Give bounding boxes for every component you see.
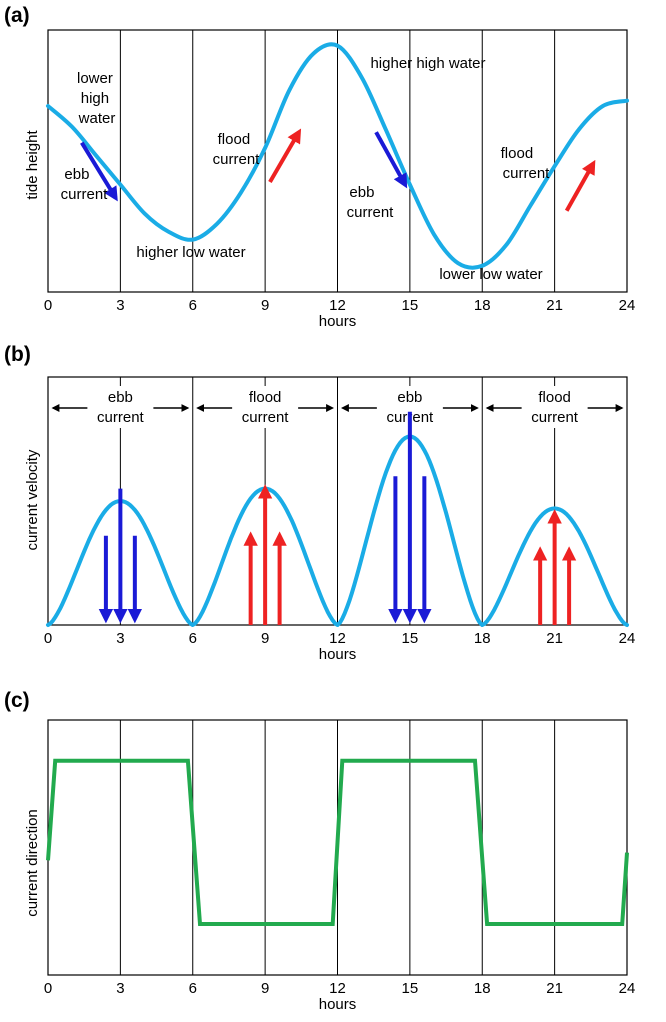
x-tick-label: 12 <box>329 630 346 647</box>
x-tick-label: 21 <box>546 980 563 997</box>
annotation-lower-low-water: lower low water <box>439 266 542 283</box>
y-axis-label-c: current direction <box>24 809 41 917</box>
phase-label: flood <box>538 389 571 406</box>
plot-frame-a <box>47 29 628 293</box>
x-tick-label: 21 <box>546 297 563 314</box>
phase-label: current <box>531 409 579 426</box>
x-tick-label: 0 <box>44 297 52 314</box>
panel-c-current-direction: (c) current direction 0 3 6 9 12 15 18 21 24 hou… <box>4 689 635 1013</box>
x-tick-label: 0 <box>44 630 52 647</box>
panel-label-c: (c) <box>4 689 30 712</box>
x-tick-label: 18 <box>474 980 491 997</box>
y-axis-label-a: tide height <box>24 130 41 200</box>
x-tick-label: 15 <box>402 630 419 647</box>
annotation-ebb-current-1: ebb current <box>61 166 109 203</box>
x-tick-label: 9 <box>261 297 269 314</box>
panel-a-tide-height: (a) tide height 0 3 6 9 12 15 18 21 24 hours low… <box>4 4 635 330</box>
x-tick-label: 3 <box>116 297 124 314</box>
phase-label: flood <box>249 389 282 406</box>
ebb-current-arrow <box>374 131 408 189</box>
panel-b-current-velocity: (b) current velocity ebb current flood curr… <box>4 343 635 663</box>
phase-label: current <box>97 409 145 426</box>
phase-label: ebb <box>108 389 133 406</box>
x-tick-label: 12 <box>329 980 346 997</box>
x-tick-label: 18 <box>474 297 491 314</box>
phase-label-background <box>87 386 154 428</box>
x-tick-label: 9 <box>261 980 269 997</box>
x-tick-label: 6 <box>189 980 197 997</box>
annotation-ebb-current-2: ebb current <box>347 184 395 221</box>
x-axis-label-a: hours <box>319 313 357 330</box>
x-tick-label: 15 <box>402 980 419 997</box>
phase-label: current <box>242 409 290 426</box>
x-tick-label: 15 <box>402 297 419 314</box>
phase-label-background <box>521 386 588 428</box>
phase-ranges-b: ebbcurrentfloodcurrentebbcurrentfloodcur… <box>51 386 624 428</box>
x-tick-label: 24 <box>619 297 636 314</box>
velocity-curve <box>46 434 629 627</box>
x-tick-label: 9 <box>261 630 269 647</box>
x-tick-label: 18 <box>474 630 491 647</box>
x-tick-label: 21 <box>546 630 563 647</box>
x-tick-label: 24 <box>619 630 636 647</box>
annotation-flood-current-1: flood current <box>213 131 261 168</box>
flood-current-arrow <box>268 128 302 183</box>
annotation-higher-low-water: higher low water <box>136 244 245 261</box>
current-arrows-a <box>80 128 596 212</box>
phase-label-background <box>232 386 299 428</box>
annotation-flood-current-2: flood current <box>501 145 551 182</box>
annotation-higher-high-water: higher high water <box>370 55 485 72</box>
phase-label: ebb <box>397 389 422 406</box>
tide-curve <box>46 42 629 270</box>
x-tick-label: 3 <box>116 630 124 647</box>
x-ticks-a: 0 3 6 9 12 15 18 21 24 <box>44 297 636 314</box>
annotation-lower-high-water: lower high water <box>77 70 117 127</box>
x-tick-label: 12 <box>329 297 346 314</box>
x-tick-label: 3 <box>116 980 124 997</box>
panel-label-b: (b) <box>4 343 31 366</box>
x-tick-label: 24 <box>619 980 636 997</box>
direction-curve <box>46 758 629 926</box>
y-axis-label-b: current velocity <box>24 449 41 550</box>
x-axis-label-b: hours <box>319 646 357 663</box>
ebb-current-arrow <box>80 141 118 202</box>
panel-label-a: (a) <box>4 4 30 27</box>
current-arrows-b <box>98 411 577 625</box>
gridlines-b <box>119 377 556 625</box>
x-tick-label: 6 <box>189 630 197 647</box>
flood-current-arrow <box>564 159 596 212</box>
x-ticks-c: 0 3 6 9 12 15 18 21 24 <box>44 980 636 997</box>
x-axis-label-c: hours <box>319 996 357 1013</box>
x-ticks-b: 0 3 6 9 12 15 18 21 24 <box>44 630 636 647</box>
x-tick-label: 6 <box>189 297 197 314</box>
x-tick-label: 0 <box>44 980 52 997</box>
gridlines-a <box>119 30 556 292</box>
